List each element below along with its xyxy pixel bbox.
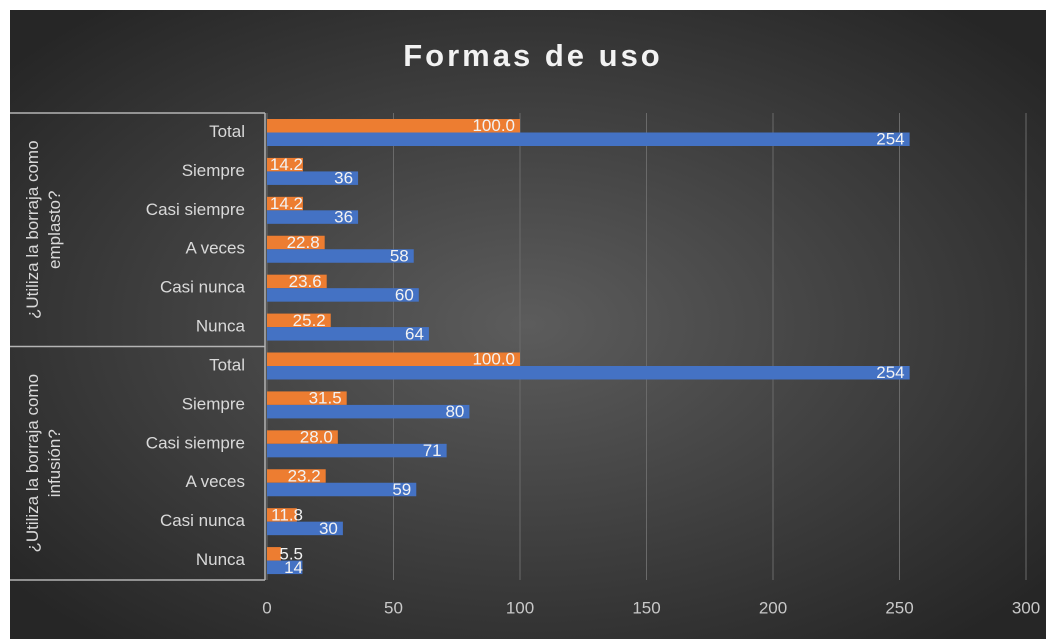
bar — [267, 313, 331, 328]
bar — [267, 119, 520, 133]
y-tick-label: Nunca — [196, 317, 246, 336]
bar — [267, 327, 429, 341]
bar — [267, 482, 417, 497]
data-label: 11.8 — [271, 505, 303, 524]
data-label: 14.2 — [270, 155, 303, 174]
bar — [267, 404, 470, 419]
x-tick-label: 100 — [506, 598, 534, 617]
bar — [267, 171, 359, 185]
data-label: 30 — [319, 519, 338, 538]
y-tick-label: Casi nunca — [160, 278, 246, 297]
bar — [267, 366, 910, 380]
y-tick-label: A veces — [185, 239, 245, 258]
data-label: 14.2 — [270, 194, 303, 213]
y-tick-label: Casi siempre — [146, 200, 245, 219]
bar — [267, 521, 343, 536]
data-label: 100.0 — [472, 350, 515, 369]
x-tick-label: 50 — [384, 598, 403, 617]
bar — [267, 274, 327, 289]
y-tick-label: Casi nunca — [160, 511, 246, 530]
bar — [267, 288, 419, 302]
chart-background — [10, 10, 1046, 639]
bar — [267, 249, 414, 263]
data-label: 25.2 — [293, 311, 326, 330]
data-label: 60 — [395, 285, 414, 304]
group-label: ¿Utiliza la borraja como emplasto? — [23, 140, 64, 319]
y-tick-label: Siempre — [182, 161, 245, 180]
data-label: 254 — [876, 130, 904, 149]
bar — [267, 391, 347, 405]
data-label: 36 — [334, 208, 353, 227]
data-label: 71 — [423, 441, 442, 460]
data-label: 100.0 — [472, 116, 515, 135]
x-tick-label: 250 — [885, 598, 913, 617]
bar — [267, 196, 303, 211]
data-label: 14 — [284, 558, 303, 577]
x-tick-label: 150 — [632, 598, 660, 617]
bar — [267, 443, 447, 458]
data-label: 64 — [405, 324, 424, 343]
x-tick-label: 0 — [262, 598, 271, 617]
data-label: 254 — [876, 363, 904, 382]
y-tick-label: A veces — [185, 472, 245, 491]
bar — [267, 508, 297, 522]
x-tick-label: 200 — [759, 598, 787, 617]
x-tick-label: 300 — [1012, 598, 1040, 617]
group-label: ¿Utiliza la borraja como infusión? — [23, 374, 64, 553]
y-tick-label: Siempre — [182, 394, 245, 413]
data-label: 23.6 — [289, 272, 322, 291]
data-label: 36 — [334, 169, 353, 188]
y-tick-label: Total — [209, 122, 245, 141]
data-label: 80 — [445, 402, 464, 421]
data-label: 22.8 — [287, 233, 320, 252]
bar — [267, 430, 338, 444]
data-label: 31.5 — [309, 389, 342, 408]
y-tick-label: Casi siempre — [146, 433, 245, 452]
data-label: 58 — [390, 246, 409, 265]
bar — [267, 560, 303, 575]
data-label: 5.5 — [279, 544, 303, 563]
y-tick-label: Total — [209, 355, 245, 374]
data-label: 59 — [392, 480, 411, 499]
bar — [267, 547, 281, 561]
bar — [267, 352, 520, 366]
chart-title: Formas de uso — [403, 38, 663, 73]
bar — [267, 235, 325, 250]
data-label: 23.2 — [288, 466, 321, 485]
bar — [267, 210, 359, 224]
bar — [267, 157, 303, 172]
data-label: 28.0 — [300, 428, 333, 447]
y-tick-label: Nunca — [196, 550, 246, 569]
bar — [267, 132, 910, 146]
bar — [267, 469, 326, 483]
